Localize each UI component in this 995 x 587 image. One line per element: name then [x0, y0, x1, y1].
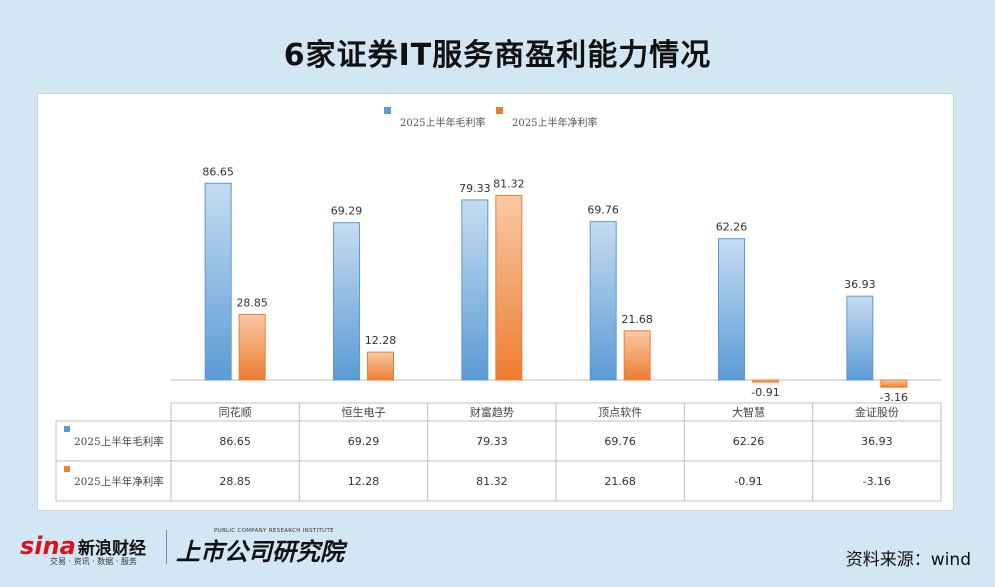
row-swatch-2: [64, 466, 70, 472]
value-label-gross-1: 86.65: [202, 165, 234, 178]
bar-net-4: [623, 330, 651, 381]
table-cell-1-3: 79.33: [476, 435, 508, 448]
table-cell-1-6: 36.93: [861, 435, 893, 448]
table-cell-2-6: -3.16: [863, 475, 891, 488]
value-label-net-3: 81.32: [493, 177, 525, 190]
table-cell-2-2: 12.28: [348, 475, 380, 488]
table-cell-2-3: 81.32: [476, 475, 508, 488]
research-institute-en: PUBLIC COMPANY RESEARCH INSTITUTE: [214, 528, 334, 534]
research-institute-logo: PUBLIC COMPANY RESEARCH INSTITUTE 上市公司研究…: [176, 526, 376, 570]
page-title: 6家证券IT服务商盈利能力情况: [283, 38, 712, 73]
bar-gross-5: [718, 238, 745, 381]
bar-net-5: [752, 379, 779, 383]
bar-net-3: [495, 194, 523, 381]
category-label-2: 恒生电子: [342, 405, 386, 419]
sina-wordmark: sina: [20, 532, 76, 560]
value-label-gross-3: 79.33: [459, 182, 491, 195]
table-cell-1-5: 62.26: [733, 435, 765, 448]
sina-slogan: 交易 · 资讯 · 数据 · 服务: [50, 557, 137, 566]
value-label-gross-6: 36.93: [844, 278, 876, 291]
category-label-3: 财富趋势: [470, 405, 514, 419]
bar-gross-1: [204, 182, 232, 381]
category-label-6: 金证股份: [855, 405, 899, 419]
bar-net-1: [238, 314, 266, 381]
table-cell-2-1: 28.85: [219, 475, 251, 488]
footer-divider: [166, 530, 167, 564]
value-label-gross-5: 62.26: [716, 221, 748, 234]
legend-swatch-1: [384, 107, 391, 114]
value-label-net-1: 28.85: [236, 297, 268, 310]
value-label-net-4: 21.68: [621, 313, 653, 326]
value-label-gross-4: 69.76: [587, 204, 619, 217]
research-institute-name: 上市公司研究院: [176, 538, 344, 566]
sina-finance-name: 新浪财经: [78, 539, 146, 559]
row-header-1: 2025上半年毛利率: [74, 435, 164, 448]
category-label-5: 大智慧: [732, 405, 765, 419]
value-label-net-2: 12.28: [365, 334, 397, 347]
row-header-2: 2025上半年净利率: [74, 475, 164, 488]
table-cell-2-4: 21.68: [604, 475, 636, 488]
value-label-net-5: -0.91: [751, 386, 779, 399]
table-cell-1-4: 69.76: [604, 435, 636, 448]
category-label-4: 顶点软件: [598, 405, 642, 419]
legend-label-1: 2025上半年毛利率: [400, 116, 485, 129]
source-note: 资料来源：wind: [845, 550, 971, 570]
chart-panel: 2025上半年毛利率 2025上半年净利率 86.65 28.85 69.29 12.2…: [37, 93, 954, 511]
bar-net-2: [367, 351, 394, 381]
table-cell-1-1: 86.65: [219, 435, 251, 448]
bar-gross-4: [589, 221, 617, 381]
sina-finance-logo: sina 新浪财经 交易 · 资讯 · 数据 · 服务: [20, 528, 160, 568]
row-swatch-1: [64, 426, 70, 432]
table-cell-2-5: -0.91: [734, 475, 762, 488]
bar-gross-6: [846, 295, 874, 381]
category-label-1: 同花顺: [219, 406, 252, 419]
table-cell-1-2: 69.29: [348, 435, 380, 448]
legend-label-2: 2025上半年净利率: [512, 116, 597, 129]
bar-chart: 2025上半年毛利率 2025上半年净利率 86.65 28.85 69.29 12.2…: [55, 107, 942, 502]
value-label-gross-2: 69.29: [331, 205, 363, 218]
bar-gross-3: [461, 199, 489, 381]
legend-swatch-2: [496, 107, 503, 114]
value-label-net-6: -3.16: [880, 391, 908, 404]
bar-net-6: [880, 379, 908, 388]
bar-gross-2: [333, 222, 360, 381]
